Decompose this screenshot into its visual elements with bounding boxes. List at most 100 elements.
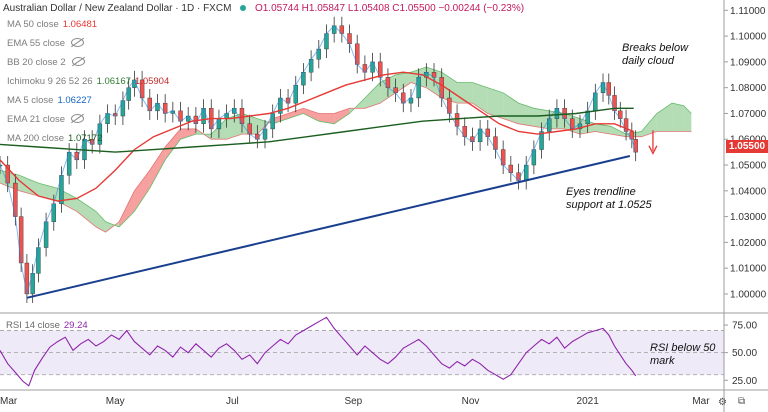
legend-ichimoku[interactable]: Ichimoku 9 26 52 26 1.06167 1.05904 <box>7 75 169 89</box>
chart-title: Australian Dollar / New Zealand Dollar ·… <box>3 3 524 14</box>
price-tick-label: 1.02000 <box>730 238 767 249</box>
cloud-segment <box>641 113 657 137</box>
cloud-segment <box>226 113 242 140</box>
down-arrow-head <box>648 145 658 155</box>
time-axis: Mar May Jul Sep Nov 2021 Mar <box>0 396 710 407</box>
cloud-segment <box>105 221 120 233</box>
time-tick-label: Mar <box>0 396 18 407</box>
price-tick-label: 1.07000 <box>730 109 767 120</box>
time-tick-label: Sep <box>344 396 362 407</box>
series-layer <box>0 16 638 303</box>
legend-ema55[interactable]: EMA 55 close <box>7 37 85 51</box>
legend-ma5-label: MA 5 close <box>7 95 54 106</box>
cloud-segment <box>165 128 181 160</box>
cloud-segment <box>364 82 381 109</box>
last-price-badge: 1.05500 <box>726 140 768 153</box>
candle-body <box>36 247 41 274</box>
legend-ichimoku-value2: 1.05904 <box>134 76 170 87</box>
cloud-segment <box>533 108 550 129</box>
cloud-segment <box>610 126 627 137</box>
ma5-line <box>0 25 637 295</box>
candle-body <box>126 87 131 101</box>
price-tick-label: 1.03000 <box>730 212 767 223</box>
cloud-segment <box>656 103 673 132</box>
rsi-tick-label: 50.00 <box>732 348 757 359</box>
cloud-segment <box>76 198 97 227</box>
cloud-segment <box>180 128 196 140</box>
cloud-segment <box>595 123 611 135</box>
cloud-segment <box>119 190 135 227</box>
chart-type-icon[interactable]: ⧉ <box>738 396 746 407</box>
settings-gear-icon[interactable]: ⚙ <box>718 397 727 408</box>
cloud-lower-line <box>0 82 692 233</box>
annotation-line: support at 1.0525 <box>566 199 652 211</box>
candle-body <box>30 273 35 295</box>
cloud-segment <box>19 175 39 196</box>
cloud-segment <box>134 170 150 212</box>
legend-ma5-value: 1.06227 <box>57 95 92 106</box>
cloud-segment <box>672 103 684 132</box>
legend-bb20-label: BB 20 close 2 <box>7 57 66 68</box>
time-tick-label: May <box>106 396 125 407</box>
cloud-segment <box>487 87 504 119</box>
ma200-line <box>0 107 634 153</box>
rsi-legend-value: 29.24 <box>63 320 88 331</box>
market-status-icon <box>240 5 247 11</box>
rsi-tick-label: 25.00 <box>732 376 757 387</box>
rsi-line <box>0 316 637 387</box>
time-tick-label: Jul <box>226 396 239 407</box>
legend-ema21[interactable]: EMA 21 close <box>7 113 85 127</box>
annotation-line: daily cloud <box>622 55 674 67</box>
ohlc-values: O1.05744 H1.05847 L1.05408 C1.05500 −0.0… <box>254 3 525 14</box>
legend-ma200-label: MA 200 close <box>7 133 65 144</box>
cloud-segment <box>303 108 319 122</box>
legend-ma50[interactable]: MA 50 close 1.06481 <box>7 18 97 32</box>
candle-body <box>18 216 24 264</box>
annotation-line: Breaks below <box>622 42 689 54</box>
cloud-segment <box>318 113 335 124</box>
time-tick-label: Mar <box>692 396 710 407</box>
axis-background <box>724 0 768 412</box>
price-tick-label: 1.04000 <box>730 186 767 197</box>
rsi-pane <box>0 316 724 387</box>
legend-ema55-label: EMA 55 close <box>7 38 66 49</box>
candle-body <box>0 164 3 167</box>
cloud-segment <box>96 211 106 233</box>
price-tick-label: 1.09000 <box>730 57 767 68</box>
annotation-line: RSI below 50 <box>650 342 716 354</box>
legend-ema21-label: EMA 21 close <box>7 114 66 125</box>
annotation-rsi: RSI below 50 mark <box>650 342 715 368</box>
legend-bb20[interactable]: BB 20 close 2 <box>7 56 85 70</box>
eye-hidden-icon[interactable] <box>71 38 85 47</box>
annotation-line: mark <box>650 355 675 367</box>
price-tick-label: 1.01000 <box>730 264 767 275</box>
candle-body <box>633 139 638 153</box>
rsi-legend-label: RSI 14 close <box>6 320 60 331</box>
time-tick-label: 2021 <box>577 396 600 407</box>
legend-ma50-value: 1.06481 <box>62 19 98 30</box>
legend-ma50-label: MA 50 close <box>7 19 59 30</box>
legend-ma200[interactable]: MA 200 close 1.07172 <box>7 132 102 146</box>
eye-hidden-icon[interactable] <box>71 114 85 123</box>
annotation-trendline: Eyes trendline support at 1.0525 <box>566 186 652 212</box>
symbol-title: Australian Dollar / New Zealand Dollar ·… <box>3 3 232 14</box>
legend-ichimoku-value: 1.06167 <box>96 76 131 87</box>
price-tick-label: 1.11000 <box>730 6 766 17</box>
eye-hidden-icon[interactable] <box>71 57 85 66</box>
legend-ma200-value: 1.07172 <box>68 133 103 144</box>
ma50-line <box>0 71 634 202</box>
legend-ma5[interactable]: MA 5 close 1.06227 <box>7 94 92 108</box>
rsi-tick-label: 75.00 <box>732 321 757 332</box>
cloud-segment <box>683 105 692 132</box>
arrow-layer <box>648 130 658 155</box>
cloud-segment <box>518 103 534 127</box>
annotation-line: Eyes trendline <box>566 186 636 198</box>
rsi-legend[interactable]: RSI 14 close 29.24 <box>6 320 88 331</box>
cloud-segment <box>441 72 458 104</box>
cloud-segment <box>288 108 304 119</box>
annotation-breaks-cloud: Breaks below daily cloud <box>622 42 688 68</box>
cloud-segment <box>472 82 488 114</box>
